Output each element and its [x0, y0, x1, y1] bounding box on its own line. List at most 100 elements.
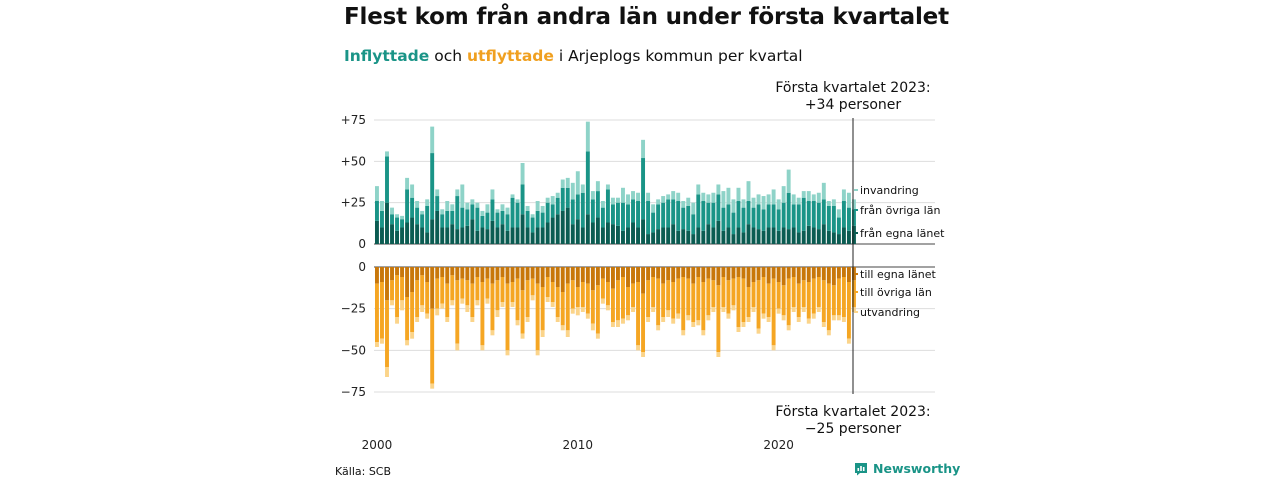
bar-outflow-emigration [656, 325, 661, 331]
bar-outflow-own-county [761, 267, 766, 277]
bar-outflow-own-county [490, 267, 495, 284]
bar-inflow-immigration [500, 204, 505, 211]
bar-outflow-own-county [485, 267, 490, 279]
bar-inflow-immigration [555, 192, 560, 198]
bar-outflow-other-counties [656, 278, 661, 326]
outflow-y-tick-label: 0 [358, 260, 366, 274]
bar-outflow-emigration [380, 338, 384, 344]
bar-outflow-own-county [646, 267, 651, 281]
bar-outflow-own-county [500, 267, 505, 277]
bar-outflow-emigration [375, 342, 379, 347]
bar-inflow-own-county [485, 229, 490, 244]
bar-inflow-other-counties [701, 201, 706, 231]
bar-inflow-immigration [455, 189, 460, 197]
bar-outflow-own-county [691, 267, 696, 284]
bar-outflow-own-county [455, 267, 460, 281]
bar-inflow-own-county [626, 227, 630, 244]
bar-outflow-other-counties [475, 277, 480, 301]
bar-inflow-own-county [831, 232, 836, 244]
bar-outflow-emigration [435, 308, 440, 316]
bar-outflow-own-county [731, 267, 736, 279]
bar-inflow-own-county [525, 227, 530, 244]
bar-inflow-own-county [510, 227, 515, 244]
bar-inflow-other-counties [661, 202, 666, 228]
bar-inflow-other-counties [756, 204, 761, 230]
bar-inflow-immigration [796, 197, 801, 205]
bar-inflow-own-county [791, 227, 796, 244]
bar-outflow-emigration [731, 305, 736, 311]
bar-inflow-other-counties [666, 199, 671, 228]
bar-inflow-other-counties [681, 207, 686, 230]
bar-inflow-own-county [520, 214, 525, 244]
bar-inflow-immigration [515, 199, 520, 203]
bar-inflow-own-county [515, 227, 520, 244]
bar-inflow-own-county [701, 230, 706, 244]
bar-inflow-own-county [560, 210, 565, 244]
bar-outflow-other-counties [696, 277, 701, 321]
bar-inflow-own-county [475, 230, 480, 244]
bar-inflow-other-counties [440, 214, 445, 228]
bar-inflow-other-counties [836, 217, 841, 235]
bar-outflow-other-counties [410, 292, 415, 332]
bar-outflow-other-counties [751, 282, 756, 307]
bar-inflow-own-county [610, 224, 615, 244]
bar-outflow-other-counties [440, 277, 445, 304]
bar-outflow-own-county [565, 267, 570, 284]
bar-inflow-own-county [585, 214, 590, 244]
bar-inflow-immigration [786, 169, 791, 193]
bar-inflow-other-counties [721, 207, 726, 231]
bar-outflow-emigration [530, 295, 535, 301]
bar-outflow-own-county [545, 267, 550, 277]
bar-outflow-other-counties [711, 280, 716, 307]
bar-inflow-other-counties [791, 204, 796, 228]
bar-inflow-other-counties [786, 192, 791, 230]
bar-outflow-other-counties [495, 280, 500, 311]
bar-outflow-own-county [470, 267, 475, 284]
bar-inflow-own-county [846, 230, 851, 244]
bar-outflow-emigration [590, 323, 595, 331]
bar-outflow-other-counties [701, 282, 706, 331]
bar-outflow-emigration [681, 330, 686, 336]
bar-inflow-other-counties [410, 197, 415, 218]
bar-outflow-other-counties [706, 278, 711, 316]
bar-inflow-own-county [736, 227, 741, 244]
bar-inflow-other-counties [621, 202, 625, 231]
bar-inflow-immigration [595, 181, 600, 192]
bar-inflow-immigration [721, 191, 726, 208]
bar-inflow-immigration [565, 177, 570, 188]
bar-inflow-own-county [580, 227, 585, 244]
bar-outflow-other-counties [450, 275, 455, 301]
bar-inflow-immigration [610, 197, 615, 205]
bar-inflow-other-counties [686, 205, 691, 231]
bar-inflow-own-county [811, 227, 816, 244]
bar-outflow-emigration [821, 322, 826, 327]
bar-outflow-other-counties [666, 280, 671, 311]
bar-inflow-own-county [836, 234, 841, 244]
bar-inflow-own-county [716, 220, 721, 244]
bar-outflow-own-county [410, 267, 415, 292]
bar-inflow-immigration [806, 191, 811, 202]
bar-inflow-own-county [676, 230, 681, 244]
bar-inflow-other-counties [716, 194, 721, 221]
bar-inflow-immigration [716, 184, 721, 195]
bar-inflow-own-county [801, 230, 806, 244]
bar-outflow-other-counties [610, 288, 615, 322]
bar-outflow-own-county [375, 267, 379, 284]
bar-inflow-immigration [836, 209, 841, 218]
bar-inflow-other-counties [641, 158, 646, 220]
bar-outflow-emigration [666, 310, 671, 317]
bar-inflow-own-county [385, 202, 389, 244]
bar-inflow-immigration [846, 192, 851, 208]
bar-outflow-other-counties [485, 278, 490, 299]
bar-inflow-immigration [415, 201, 420, 208]
bar-outflow-other-counties [811, 278, 816, 314]
bar-inflow-immigration [826, 201, 831, 206]
bar-inflow-other-counties [671, 199, 676, 225]
bar-outflow-own-county [616, 267, 620, 281]
bar-inflow-other-counties [711, 202, 716, 228]
bar-inflow-own-county [631, 222, 635, 244]
bar-inflow-immigration [636, 192, 640, 202]
bar-inflow-immigration [771, 189, 776, 205]
bar-outflow-own-county [786, 267, 791, 279]
bar-inflow-other-counties [600, 207, 605, 228]
